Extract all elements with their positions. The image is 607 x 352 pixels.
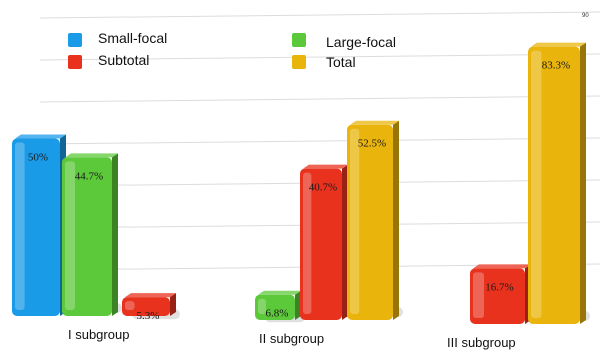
bar-subtotal-1 bbox=[122, 293, 176, 316]
legend-label-total: Total bbox=[326, 54, 356, 70]
data-labels: 50% 44.7% 5.3% 6.8% 40.7% 52.5% 16.7% 83.3% bbox=[28, 60, 570, 323]
category-label: II subgroup bbox=[259, 331, 325, 346]
bars bbox=[12, 42, 586, 325]
bar-subtotal-2 bbox=[300, 164, 348, 320]
data-label: 83.3% bbox=[542, 60, 570, 72]
legend-swatch-subtotal bbox=[68, 55, 82, 69]
gridline bbox=[39, 53, 601, 61]
legend-label-large-focal: Large-focal bbox=[326, 34, 397, 50]
data-label: 5.3% bbox=[137, 310, 160, 322]
bar-total-2 bbox=[347, 120, 399, 320]
legend-swatch-total bbox=[292, 55, 306, 69]
data-label: 44.7% bbox=[75, 170, 103, 182]
legend-label-subtotal: Subtotal bbox=[98, 52, 150, 68]
legend-swatch-small-focal bbox=[68, 33, 82, 47]
legend-label-small-focal: Small-focal bbox=[98, 30, 168, 46]
data-label: 52.5% bbox=[358, 138, 386, 150]
axis-tick-label: 90 bbox=[582, 13, 589, 19]
gridline bbox=[39, 95, 601, 103]
gridline bbox=[39, 11, 601, 19]
data-label: 40.7% bbox=[309, 182, 337, 194]
bar-total-3 bbox=[528, 42, 586, 325]
data-label: 6.8% bbox=[266, 308, 289, 320]
data-label: 16.7% bbox=[485, 281, 513, 293]
data-label: 50% bbox=[28, 152, 48, 164]
category-label: III subgroup bbox=[447, 335, 516, 350]
bar-large-focal-2 bbox=[255, 290, 301, 320]
gridline bbox=[39, 137, 601, 145]
bar-subtotal-3 bbox=[470, 264, 531, 324]
legend-swatch-large-focal bbox=[292, 33, 306, 47]
bar-large-focal-1 bbox=[62, 153, 118, 316]
category-label: I subgroup bbox=[68, 327, 130, 342]
